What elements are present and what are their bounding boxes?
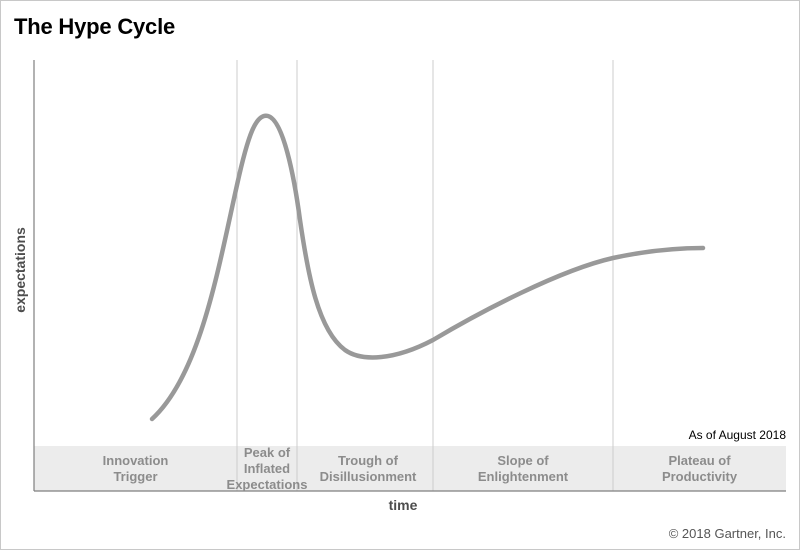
phase-band [34, 446, 786, 491]
hype-curve [149, 113, 706, 422]
diagram-title: The Hype Cycle [14, 14, 176, 39]
phase-label-trough-of-disillusionment: Trough of Disillusionment [319, 452, 417, 484]
x-axis-label: time [388, 497, 418, 513]
phase-label-slope-of-enlightenment: Slope of Enlightenment [477, 452, 569, 484]
as-of-date: As of August 2018 [688, 428, 786, 442]
phase-label-innovation-trigger: Innovation Trigger [102, 452, 169, 484]
y-axis-label: expectations [12, 227, 28, 313]
copyright-notice: © 2018 Gartner, Inc. [668, 526, 786, 541]
phase-label-plateau-of-productivity: Plateau of Productivity [661, 452, 738, 484]
phase-label-peak-of-inflated-expectations: Peak of Inflated Expectations [226, 446, 308, 491]
